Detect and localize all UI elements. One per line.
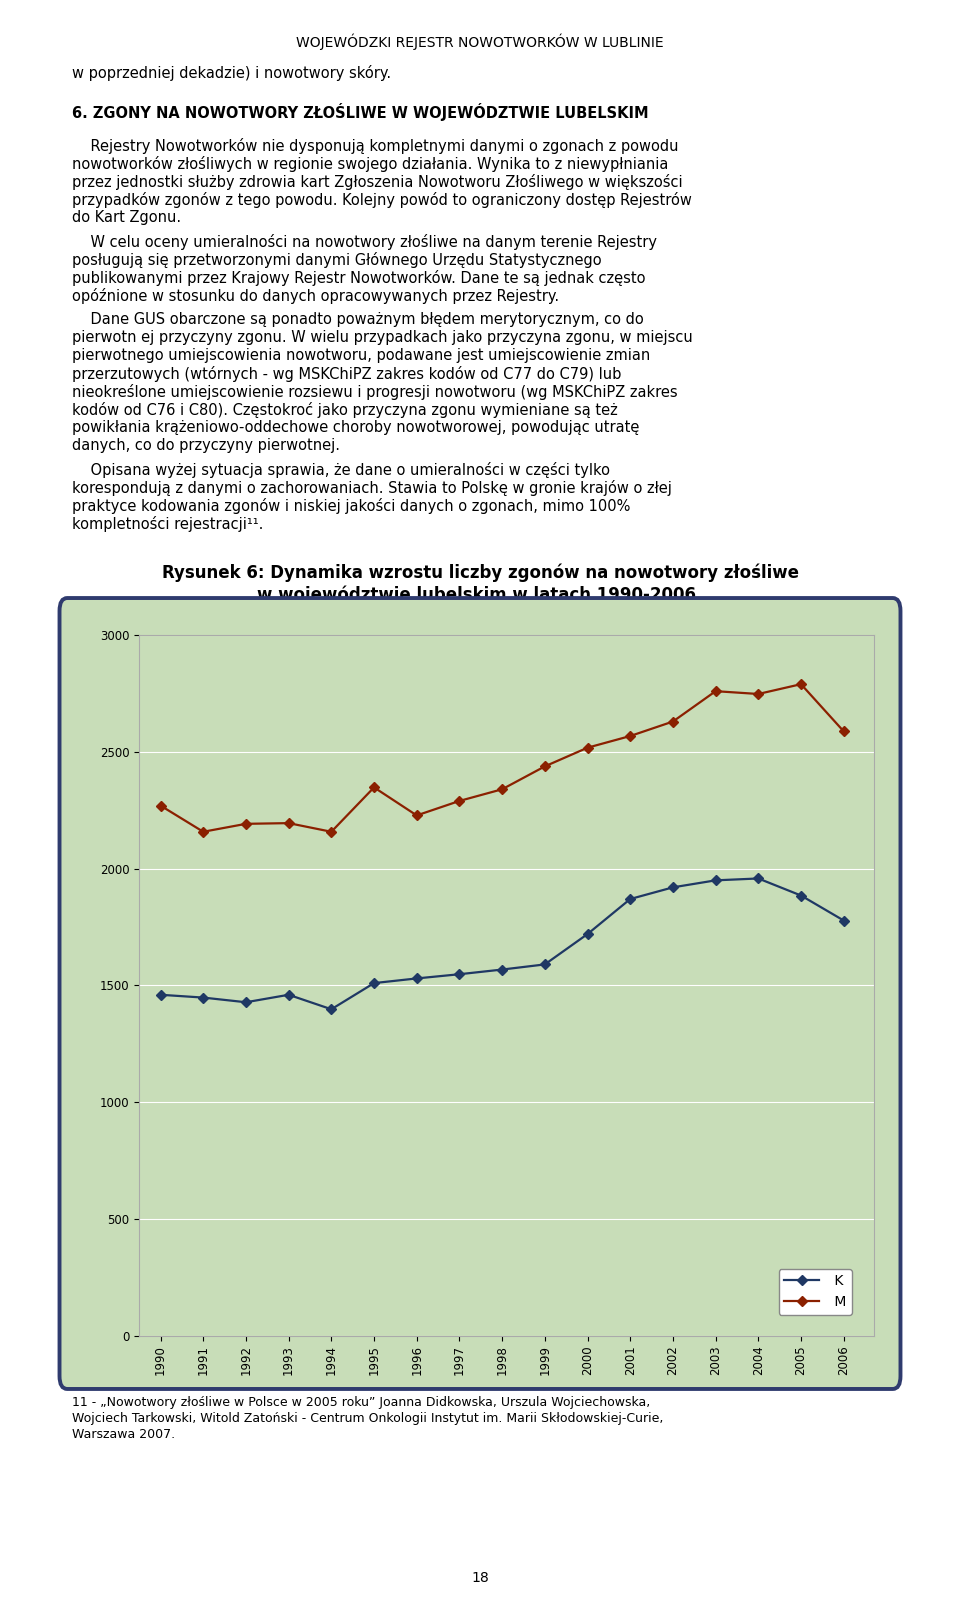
Text: pierwotnego umiejscowienia nowotworu, podawane jest umiejscowienie zmian: pierwotnego umiejscowienia nowotworu, po… <box>72 348 650 363</box>
Text: korespondują z danymi o zachorowaniach. Stawia to Polskę w gronie krajów o złej: korespondują z danymi o zachorowaniach. … <box>72 481 672 497</box>
Text: Wojciech Tarkowski, Witold Zatoński - Centrum Onkologii Instytut im. Marii Skłod: Wojciech Tarkowski, Witold Zatoński - Ce… <box>72 1411 663 1424</box>
Text: opóźnione w stosunku do danych opracowywanych przez Rejestry.: opóźnione w stosunku do danych opracowyw… <box>72 289 559 303</box>
Text: Rejestry Nowotworków nie dysponują kompletnymi danymi o zgonach z powodu: Rejestry Nowotworków nie dysponują kompl… <box>72 139 679 153</box>
Text: Opisana wyżej sytuacja sprawia, że dane o umieralności w części tylko: Opisana wyżej sytuacja sprawia, że dane … <box>72 461 610 477</box>
Text: przerzutowych (wtórnych - wg MSKChiPZ zakres kodów od C77 do C79) lub: przerzutowych (wtórnych - wg MSKChiPZ za… <box>72 366 621 382</box>
Text: W celu oceny umieralności na nowotwory złośliwe na danym terenie Rejestry: W celu oceny umieralności na nowotwory z… <box>72 234 657 250</box>
Text: Rysunek 6: Dynamika wzrostu liczby zgonów na nowotwory złośliwe: Rysunek 6: Dynamika wzrostu liczby zgonó… <box>161 565 799 582</box>
Text: kodów od C76 i C80). Częstokroć jako przyczyna zgonu wymieniane są też: kodów od C76 i C80). Częstokroć jako prz… <box>72 402 617 418</box>
Text: danych, co do przyczyny pierwotnej.: danych, co do przyczyny pierwotnej. <box>72 439 340 453</box>
Text: nieokreślone umiejscowienie rozsiewu i progresji nowotworu (wg MSKChiPZ zakres: nieokreślone umiejscowienie rozsiewu i p… <box>72 384 678 400</box>
Text: w poprzedniej dekadzie) i nowotwory skóry.: w poprzedniej dekadzie) i nowotwory skór… <box>72 65 391 81</box>
Text: w województwie lubelskim w latach 1990-2006.: w województwie lubelskim w latach 1990-2… <box>257 586 703 605</box>
Text: praktyce kodowania zgonów i niskiej jakości danych o zgonach, mimo 100%: praktyce kodowania zgonów i niskiej jako… <box>72 498 631 515</box>
Text: posługują się przetworzonymi danymi Głównego Urzędu Statystycznego: posługują się przetworzonymi danymi Głów… <box>72 252 602 268</box>
Text: Dane GUS obarczone są ponadto poważnym błędem merytorycznym, co do: Dane GUS obarczone są ponadto poważnym b… <box>72 311 644 327</box>
Text: publikowanymi przez Krajowy Rejestr Nowotworków. Dane te są jednak często: publikowanymi przez Krajowy Rejestr Nowo… <box>72 269 645 286</box>
Text: WOJEWÓDZKI REJESTR NOWOTWORKÓW W LUBLINIE: WOJEWÓDZKI REJESTR NOWOTWORKÓW W LUBLINI… <box>297 32 663 50</box>
Text: do Kart Zgonu.: do Kart Zgonu. <box>72 210 181 224</box>
Text: przez jednostki służby zdrowia kart Zgłoszenia Nowotworu Złośliwego w większości: przez jednostki służby zdrowia kart Zgło… <box>72 174 683 190</box>
Legend:  K,  M: K, M <box>779 1269 852 1315</box>
Text: 6. ZGONY NA NOWOTWORY ZŁOŚLIWE W WOJEWÓDZTWIE LUBELSKIM: 6. ZGONY NA NOWOTWORY ZŁOŚLIWE W WOJEWÓD… <box>72 103 649 121</box>
Text: powikłania krążeniowo-oddechowe choroby nowotworowej, powodując utratę: powikłania krążeniowo-oddechowe choroby … <box>72 419 639 436</box>
Text: Warszawa 2007.: Warszawa 2007. <box>72 1428 175 1440</box>
Text: 18: 18 <box>471 1571 489 1586</box>
Text: pierwotn ej przyczyny zgonu. W wielu przypadkach jako przyczyna zgonu, w miejscu: pierwotn ej przyczyny zgonu. W wielu prz… <box>72 331 693 345</box>
Text: 11 - „Nowotwory złośliwe w Polsce w 2005 roku” Joanna Didkowska, Urszula Wojciec: 11 - „Nowotwory złośliwe w Polsce w 2005… <box>72 1395 650 1410</box>
Text: kompletności rejestracji¹¹.: kompletności rejestracji¹¹. <box>72 516 263 532</box>
Text: nowotworków złośliwych w regionie swojego działania. Wynika to z niewypłniania: nowotworków złośliwych w regionie swojeg… <box>72 156 668 173</box>
Text: przypadków zgonów z tego powodu. Kolejny powód to ograniczony dostęp Rejestrów: przypadków zgonów z tego powodu. Kolejny… <box>72 192 692 208</box>
